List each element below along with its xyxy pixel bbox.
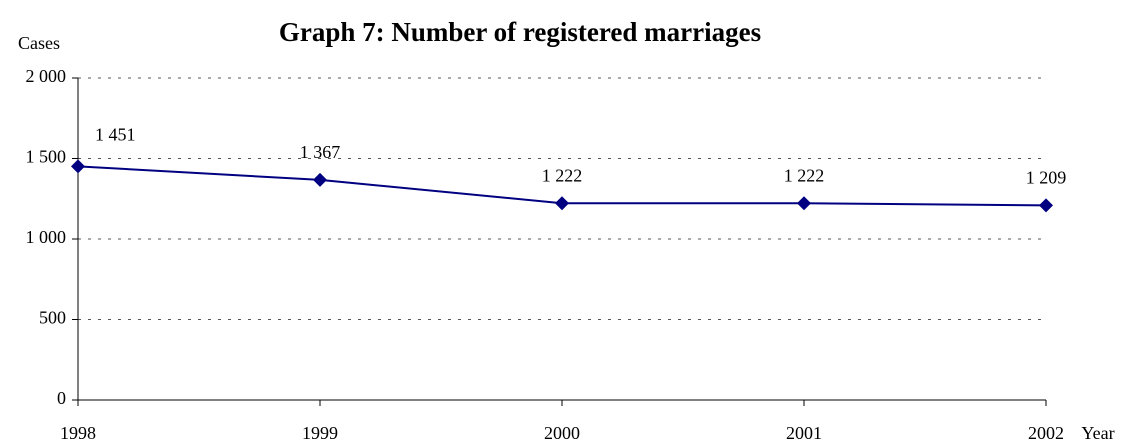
- y-tick-label: 1 500: [26, 147, 67, 167]
- data-label: 1 367: [300, 142, 341, 162]
- x-tick-label: 2000: [544, 423, 580, 443]
- marker: [313, 172, 327, 187]
- marker: [555, 196, 569, 211]
- data-label: 1 451: [95, 125, 136, 145]
- data-label: 1 222: [542, 165, 583, 185]
- x-tick-label: 1999: [302, 423, 338, 443]
- x-tick-label: 1998: [60, 423, 96, 443]
- data-label: 1 222: [784, 165, 825, 185]
- marker: [797, 196, 811, 211]
- y-axis-label: Cases: [18, 33, 60, 53]
- y-tick-label: 1 000: [26, 227, 67, 247]
- y-tick-label: 2 000: [26, 66, 67, 86]
- chart-title: Graph 7: Number of registered marriages: [279, 17, 761, 47]
- marker: [1039, 198, 1053, 213]
- data-label: 1 209: [1026, 167, 1067, 187]
- y-tick-label: 500: [39, 308, 66, 328]
- marker: [71, 159, 85, 174]
- x-axis-label: Year: [1081, 423, 1114, 443]
- x-tick-label: 2001: [786, 423, 822, 443]
- y-tick-label: 0: [57, 388, 66, 408]
- x-tick-label: 2002: [1028, 423, 1064, 443]
